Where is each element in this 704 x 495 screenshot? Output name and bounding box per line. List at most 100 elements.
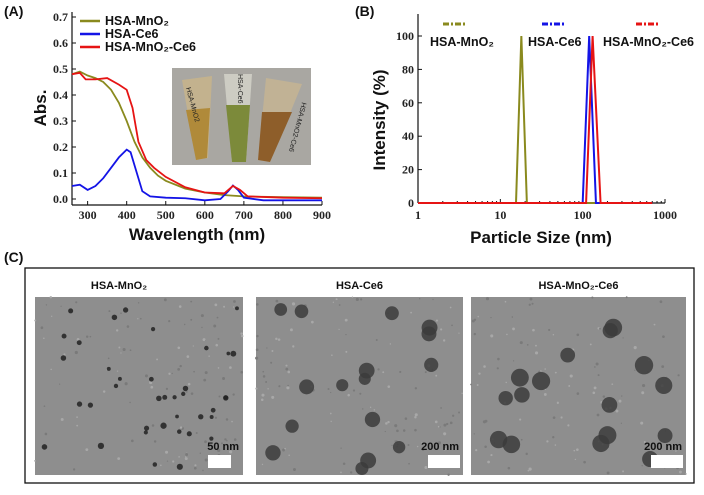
tem-noise [387, 420, 390, 424]
tem-noise [50, 368, 52, 371]
tem-noise [190, 392, 194, 395]
tem-noise [478, 372, 481, 375]
nanoparticle [226, 351, 231, 356]
scale-bar-1 [428, 455, 460, 468]
tem-noise [150, 385, 154, 389]
tem-noise [375, 338, 378, 341]
tem-noise [59, 383, 61, 385]
series-line-b-1 [418, 35, 653, 204]
tem-noise [75, 301, 78, 304]
tem-noise [218, 395, 221, 398]
tem-noise [597, 374, 600, 377]
vial-photo-inset: HSA-MnO2 HSA-Ce6 HSA-MnO2-Ce6 [172, 68, 311, 165]
nanoparticle [657, 428, 673, 444]
tem-noise [625, 296, 628, 299]
tem-noise [289, 328, 293, 332]
tem-noise [446, 422, 449, 426]
tem-noise [266, 347, 268, 349]
tem-noise [340, 471, 342, 474]
y-tick-label-a: 0.2 [53, 140, 68, 154]
y-tick-label-b: 40 [402, 129, 414, 143]
tem-noise [185, 452, 189, 456]
x-axis-label-b: Particle Size (nm) [470, 228, 612, 247]
tem-noise [34, 460, 36, 462]
tem-noise [440, 328, 443, 331]
x-tick-label-b: 100 [574, 208, 592, 222]
tem-noise [543, 393, 547, 396]
x-tick-label-b: 10 [494, 208, 506, 222]
nanoparticle [172, 395, 177, 400]
tem-noise [117, 457, 121, 461]
tem-noise [102, 390, 106, 393]
x-tick-label-a: 700 [235, 208, 253, 222]
tem-noise [440, 407, 442, 409]
tem-noise [229, 366, 232, 369]
nanoparticle [148, 376, 154, 382]
tem-noise [233, 300, 236, 303]
tem-noise [382, 371, 385, 374]
tem-noise [615, 409, 619, 413]
tem-noise [589, 343, 592, 346]
tem-noise [177, 368, 181, 371]
x-tick-label-a: 300 [79, 208, 97, 222]
nanoparticle [392, 440, 406, 454]
tem-noise [192, 345, 194, 347]
tem-noise [43, 405, 46, 407]
tem-noise [490, 316, 492, 319]
tem-noise [592, 391, 596, 395]
nanoparticle [421, 319, 438, 336]
tem-noise [560, 416, 563, 419]
tem-noise [240, 370, 244, 374]
nanoparticle [634, 356, 654, 375]
tem-noise [278, 385, 281, 388]
tem-noise [178, 305, 182, 308]
tem-noise [576, 448, 579, 451]
tem-noise [520, 438, 523, 441]
tem-noise [45, 304, 48, 306]
tem-noise [287, 370, 291, 374]
tem-noise [51, 315, 53, 317]
tem-noise [347, 393, 350, 397]
nanoparticle [235, 306, 239, 311]
tem-noise [410, 311, 413, 314]
nanoparticle [336, 379, 349, 392]
nanoparticle [531, 371, 551, 391]
tem-noise [569, 374, 573, 378]
nanoparticle [186, 431, 192, 437]
tem-noise [591, 296, 594, 299]
tem-noise [391, 444, 393, 447]
tem-noise [414, 416, 417, 419]
tem-noise [554, 444, 557, 446]
tem-noise [594, 366, 596, 368]
tem-noise [108, 310, 111, 313]
nanoparticle [113, 383, 119, 389]
tem-noise [443, 423, 447, 427]
tem-noise [287, 384, 289, 387]
tem-title-1: HSA-Ce6 [336, 280, 383, 292]
nanoparticle [265, 445, 281, 461]
tem-noise [351, 296, 354, 298]
legend-label-b-1: HSA-Ce6 [528, 35, 582, 49]
x-tick-label-b: 1 [415, 208, 421, 222]
nanoparticle [175, 414, 179, 419]
tem-noise [576, 392, 580, 395]
tem-image-0 [34, 296, 244, 475]
tem-noise [528, 303, 531, 306]
tem-noise [404, 417, 408, 420]
tem-noise [421, 448, 425, 451]
tem-noise [552, 416, 556, 419]
x-tick-label-a: 600 [196, 208, 214, 222]
tem-noise [458, 411, 461, 414]
tem-noise [634, 369, 636, 371]
tem-noise [633, 346, 637, 350]
tem-noise [394, 440, 396, 442]
nanoparticle [209, 414, 214, 419]
tem-noise [511, 316, 514, 318]
tem-noise [124, 382, 128, 386]
tem-noise [282, 448, 286, 452]
tem-noise [349, 471, 353, 474]
nanoparticle [274, 303, 288, 316]
tem-noise [255, 348, 259, 352]
tem-noise [473, 332, 477, 336]
tem-noise [529, 297, 533, 301]
